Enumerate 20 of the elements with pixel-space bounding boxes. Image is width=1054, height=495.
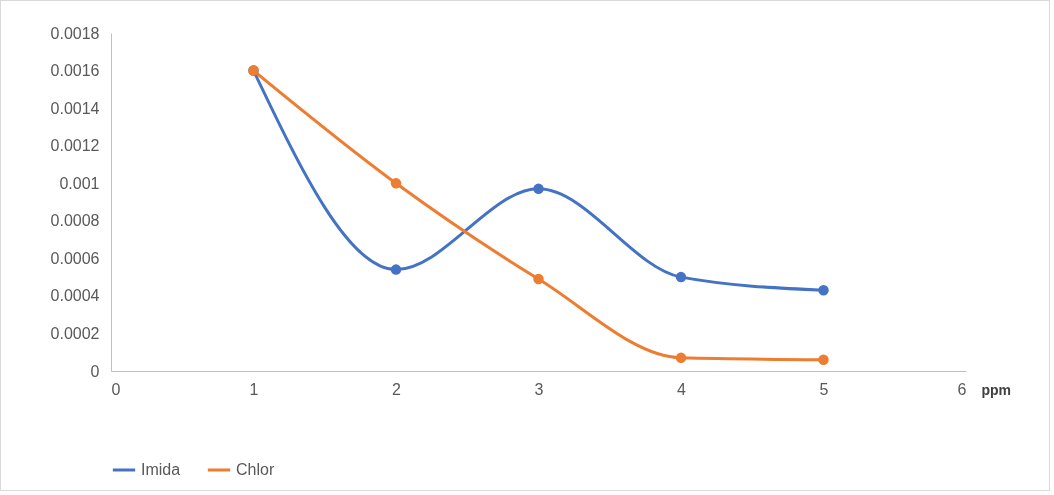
x-axis-title: ppm xyxy=(981,381,1012,398)
x-tick-label: 5 xyxy=(819,380,829,398)
x-tick-label: 0 xyxy=(111,380,121,398)
x-tick-label: 3 xyxy=(534,380,544,398)
x-tick-label: 4 xyxy=(677,380,687,398)
y-tick-label: 0.0002 xyxy=(50,324,100,342)
y-tick-label: 0.0004 xyxy=(50,287,100,305)
y-tick-label: 0 xyxy=(90,362,100,380)
y-tick-label: 0.0018 xyxy=(50,24,100,42)
x-tick-label: 1 xyxy=(249,380,259,398)
y-tick-label: 0.0006 xyxy=(50,249,100,267)
y-tick-label: 0.0014 xyxy=(50,99,100,117)
legend-label: Chlor xyxy=(236,461,275,478)
y-tick-label: 0.0012 xyxy=(50,137,100,155)
y-tick-label: 0.0016 xyxy=(50,62,100,80)
legend-label: Imida xyxy=(141,461,181,478)
y-tick-label: 0.001 xyxy=(59,174,100,192)
y-tick-label: 0.0008 xyxy=(50,212,100,230)
x-tick-label: 6 xyxy=(957,380,967,398)
x-tick-label: 2 xyxy=(392,380,402,398)
